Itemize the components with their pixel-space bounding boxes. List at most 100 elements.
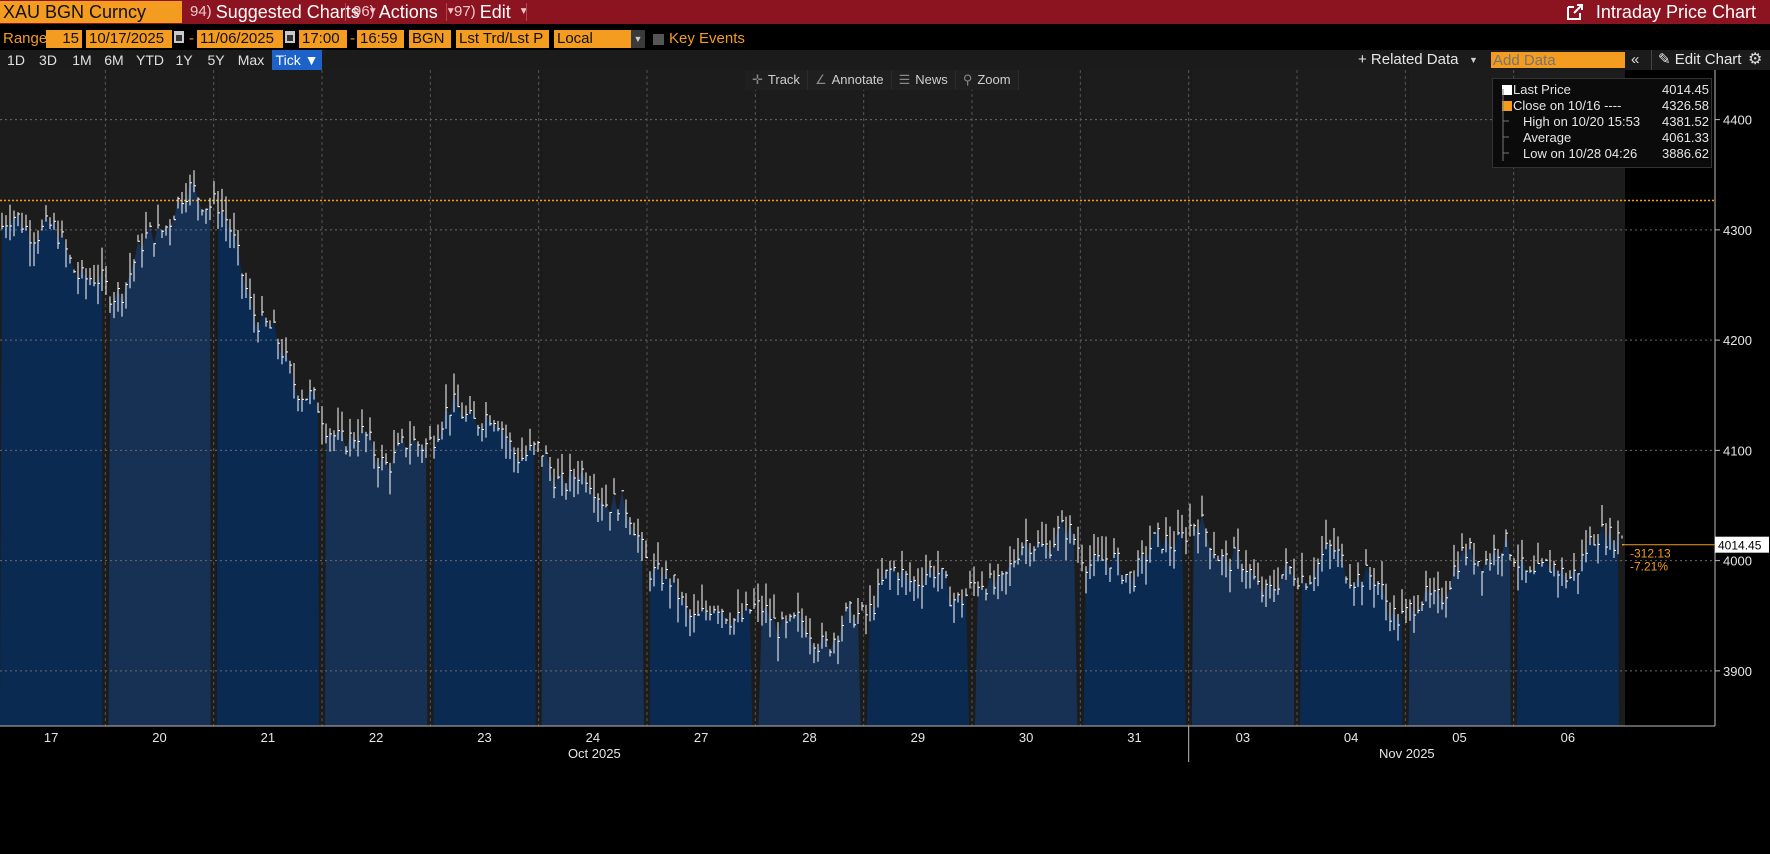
related-data-button[interactable]: + Related Data	[1358, 51, 1459, 68]
title-bar: 94) Suggested Charts ▼ 96) Actions ▼ 97)…	[0, 0, 1770, 24]
change-label: -312.13	[1630, 547, 1671, 561]
last-price-label: 4014.45	[1718, 539, 1762, 553]
field-select[interactable]: Lst Trd/Lst P	[456, 30, 549, 48]
price-chart[interactable]: 3900 4000 4100 4200 4300 4400 17 20 21 22 23 24 27 2…	[0, 70, 1770, 854]
legend-swatch	[1502, 85, 1512, 95]
period-button-1m[interactable]: 1M	[72, 52, 92, 68]
calendar-icon[interactable]	[174, 31, 184, 43]
period-button-tick[interactable]: Tick ▼	[272, 50, 322, 70]
chart-legend[interactable]: Last Price 4014.45 Close on 10/16 ---- 4…	[1492, 78, 1712, 168]
annotate-tool[interactable]: ∠ Annotate	[808, 70, 892, 90]
period-button-1d[interactable]: 1D	[7, 52, 25, 68]
add-data-input[interactable]	[1491, 52, 1625, 68]
y-tick-label: 4200	[1723, 333, 1752, 348]
gear-icon[interactable]: ⚙	[1748, 51, 1763, 68]
area-segment	[650, 563, 753, 726]
time-separator: -	[350, 30, 355, 47]
area-segment	[541, 453, 644, 726]
period-button-ytd[interactable]: YTD	[136, 52, 164, 68]
legend-row-high: High on 10/20 15:53 4381.52	[1523, 114, 1709, 130]
chevron-down-icon[interactable]: ▼	[631, 30, 645, 48]
x-tick-label: 28	[802, 730, 816, 745]
area-segment	[216, 210, 319, 726]
period-button-6m[interactable]: 6M	[104, 52, 124, 68]
legend-label: Close on 10/16 ----	[1513, 98, 1622, 113]
area-segment	[1516, 524, 1619, 726]
period-button-3d[interactable]: 3D	[39, 52, 57, 68]
currency-select[interactable]: Local CCY	[554, 30, 631, 65]
legend-label: Low on 10/28 04:26	[1523, 146, 1638, 161]
x-tick-label: 23	[477, 730, 491, 745]
menu-label: Actions	[378, 2, 438, 22]
magnifier-icon: ⚲	[962, 72, 973, 87]
area-segment	[866, 566, 969, 726]
y-tick-label: 4400	[1723, 113, 1752, 128]
edit-chart-button[interactable]: ✎ Edit Chart	[1651, 50, 1741, 70]
period-button-5y[interactable]: 5Y	[207, 52, 225, 68]
menu-label: Edit	[479, 2, 511, 22]
x-tick-label: 21	[261, 730, 275, 745]
legend-swatch	[1502, 101, 1512, 111]
news-tool[interactable]: ☰ News	[892, 70, 956, 90]
legend-value: 4381.52	[1662, 114, 1709, 129]
legend-value: 4014.45	[1662, 82, 1709, 97]
range-value-input[interactable]: 15	[46, 30, 82, 48]
caret-down-icon: ▼	[518, 6, 529, 17]
annotate-icon: ∠	[814, 72, 827, 87]
menu-label: Suggested Charts	[215, 2, 360, 22]
menu-number: 96)	[353, 3, 375, 20]
track-tool[interactable]: ✛ Track	[745, 70, 808, 90]
area-segment	[1191, 515, 1294, 726]
caret-down-icon: ▼	[1469, 55, 1478, 65]
x-tick-label: 06	[1561, 730, 1575, 745]
end-time-input[interactable]: 16:59	[357, 30, 404, 48]
y-tick-label: 3900	[1723, 664, 1752, 679]
crosshair-icon: ✛	[752, 72, 763, 87]
calendar-icon[interactable]	[285, 31, 295, 43]
area-segment	[325, 426, 428, 726]
area-segment	[0, 214, 103, 726]
collapse-icon[interactable]: «	[1631, 51, 1640, 68]
end-date-input[interactable]: 11/06/2025	[197, 30, 283, 48]
x-tick-label: 17	[44, 730, 58, 745]
news-icon: ☰	[898, 72, 911, 87]
menu-divider	[446, 3, 447, 21]
tool-label: Zoom	[977, 72, 1011, 87]
period-button-max[interactable]: Max	[237, 52, 265, 68]
month-label: Nov 2025	[1379, 746, 1435, 761]
external-link-icon[interactable]	[1566, 3, 1584, 21]
x-tick-label: 31	[1127, 730, 1141, 745]
x-tick-label: 22	[369, 730, 383, 745]
actions-menu[interactable]: 96) Actions ▼	[353, 0, 456, 24]
x-tick-label: 24	[586, 730, 600, 745]
month-label: Oct 2025	[568, 746, 621, 761]
area-segment	[1300, 543, 1403, 726]
legend-row-low: Low on 10/28 04:26 3886.62	[1523, 146, 1709, 162]
edit-menu[interactable]: 97) Edit ▼	[454, 0, 529, 24]
source-input[interactable]: BGN	[409, 30, 451, 48]
suggested-charts-menu[interactable]: 94) Suggested Charts ▼	[190, 0, 378, 24]
security-input[interactable]	[0, 1, 182, 23]
start-date-input[interactable]: 10/17/2025	[86, 30, 172, 48]
menu-divider	[345, 3, 346, 21]
chart-tools: ✛ Track ∠ Annotate ☰ News ⚲ Zoom	[745, 70, 1019, 90]
zoom-tool[interactable]: ⚲ Zoom	[956, 70, 1019, 90]
tool-label: Track	[767, 72, 800, 87]
legend-row-average: Average 4061.33	[1523, 130, 1709, 146]
period-button-1y[interactable]: 1Y	[175, 52, 193, 68]
legend-value: 3886.62	[1662, 146, 1709, 161]
key-events-checkbox[interactable]	[653, 34, 664, 45]
range-label: Range	[3, 30, 48, 47]
x-tick-label: 29	[911, 730, 925, 745]
window-title: Intraday Price Chart	[1566, 0, 1756, 24]
page-title: Intraday Price Chart	[1595, 1, 1756, 22]
legend-row-close: Close on 10/16 ---- 4326.58	[1502, 98, 1709, 114]
tool-label: News	[915, 72, 948, 87]
date-separator: -	[189, 30, 194, 47]
legend-row-last-price: Last Price 4014.45	[1502, 82, 1709, 98]
area-segment	[108, 182, 211, 727]
y-axis: 3900 4000 4100 4200 4300 4400	[1714, 70, 1752, 726]
area-segment	[1408, 533, 1511, 726]
start-time-input[interactable]: 17:00	[299, 30, 347, 48]
x-tick-label: 04	[1344, 730, 1358, 745]
